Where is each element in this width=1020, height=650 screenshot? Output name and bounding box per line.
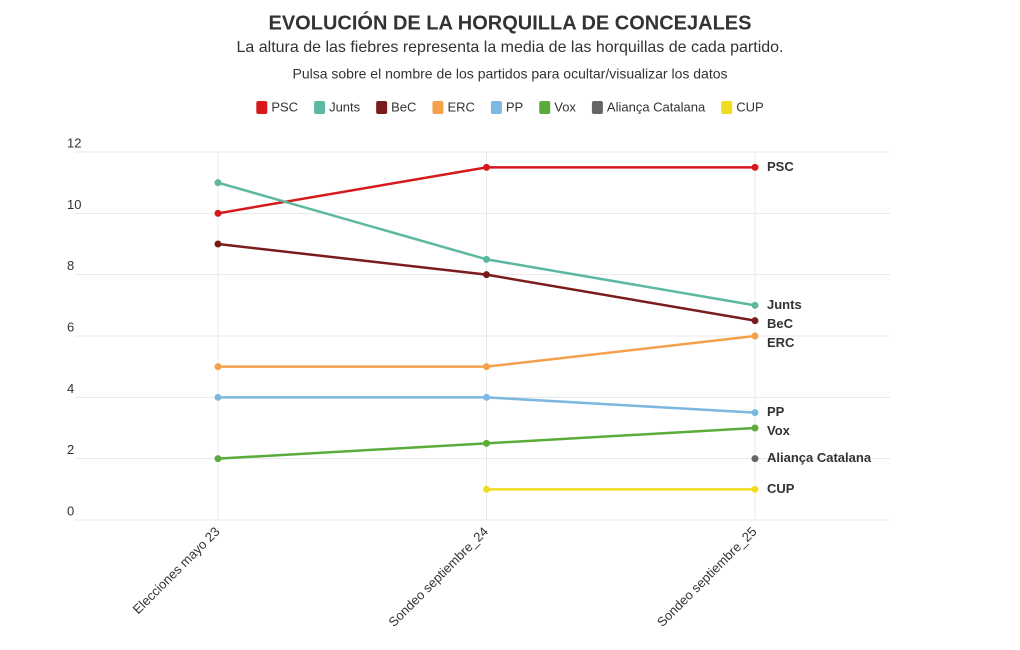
data-point: [751, 332, 759, 340]
legend-swatch: [490, 101, 502, 114]
y-tick-label: 6: [67, 319, 74, 334]
data-point: [483, 271, 490, 279]
y-tick-label: 2: [67, 442, 74, 457]
data-point: [483, 363, 490, 371]
x-tick-label: Elecciones mayo 23: [130, 524, 223, 617]
end-label: Vox: [767, 423, 791, 438]
data-point: [214, 209, 222, 217]
data-point: [483, 255, 490, 263]
y-tick-label: 12: [67, 135, 81, 150]
legend-item[interactable]: ERC: [432, 99, 475, 114]
data-point: [751, 317, 759, 325]
data-point: [483, 439, 490, 447]
data-point: [214, 363, 222, 371]
chart-note: Pulsa sobre el nombre de los partidos pa…: [292, 66, 727, 82]
data-point: [483, 393, 490, 401]
data-point: [751, 409, 759, 417]
data-point: [751, 485, 759, 493]
data-point: [483, 485, 490, 493]
legend-label: CUP: [736, 99, 763, 114]
legend-label: Vox: [554, 99, 576, 114]
legend-swatch: [314, 101, 326, 114]
data-point: [214, 455, 222, 463]
legend-label: Junts: [329, 99, 361, 114]
legend-label: Aliança Catalana: [607, 99, 706, 114]
legend-swatch: [376, 101, 388, 114]
legend-swatch: [591, 101, 603, 114]
legend: PSC Junts BeC ERC PP Vox Aliança Catalana CUP: [256, 99, 764, 114]
legend-swatch: [721, 101, 733, 114]
end-label: ERC: [767, 335, 795, 350]
data-point: [751, 301, 759, 309]
data-point: [214, 179, 222, 187]
end-label: CUP: [767, 481, 795, 496]
chart-subtitle: La altura de las fiebres representa la m…: [237, 39, 784, 56]
legend-item[interactable]: Aliança Catalana: [591, 99, 706, 114]
data-point: [751, 163, 759, 171]
legend-swatch: [256, 101, 268, 114]
data-point: [751, 455, 759, 463]
legend-item[interactable]: PSC: [256, 99, 298, 114]
y-tick-label: 4: [67, 381, 74, 396]
end-label: Aliança Catalana: [767, 450, 872, 465]
chart-title: EVOLUCIÓN DE LA HORQUILLA DE CONCEJALES: [269, 10, 752, 34]
x-tick-label: Sondeo septiembre_25: [654, 524, 760, 630]
end-label: PSC: [767, 159, 794, 174]
data-point: [751, 424, 759, 432]
legend-item[interactable]: Vox: [539, 99, 576, 114]
end-label: Junts: [767, 297, 802, 312]
y-tick-label: 0: [67, 503, 74, 518]
legend-item[interactable]: BeC: [376, 99, 416, 114]
legend-label: PP: [506, 99, 523, 114]
data-point: [214, 240, 222, 248]
data-point: [483, 163, 490, 171]
end-label: PP: [767, 404, 785, 419]
legend-label: PSC: [271, 99, 298, 114]
y-tick-label: 8: [67, 258, 74, 273]
data-point: [214, 393, 222, 401]
x-tick-label: Sondeo septiembre_24: [385, 524, 491, 630]
legend-swatch: [432, 101, 444, 114]
y-tick-label: 10: [67, 197, 81, 212]
legend-item[interactable]: CUP: [721, 99, 764, 114]
end-label: BeC: [767, 316, 794, 331]
legend-item[interactable]: Junts: [314, 99, 361, 114]
legend-swatch: [539, 101, 551, 114]
legend-label: BeC: [391, 99, 416, 114]
legend-item[interactable]: PP: [490, 99, 523, 114]
legend-label: ERC: [447, 99, 474, 114]
